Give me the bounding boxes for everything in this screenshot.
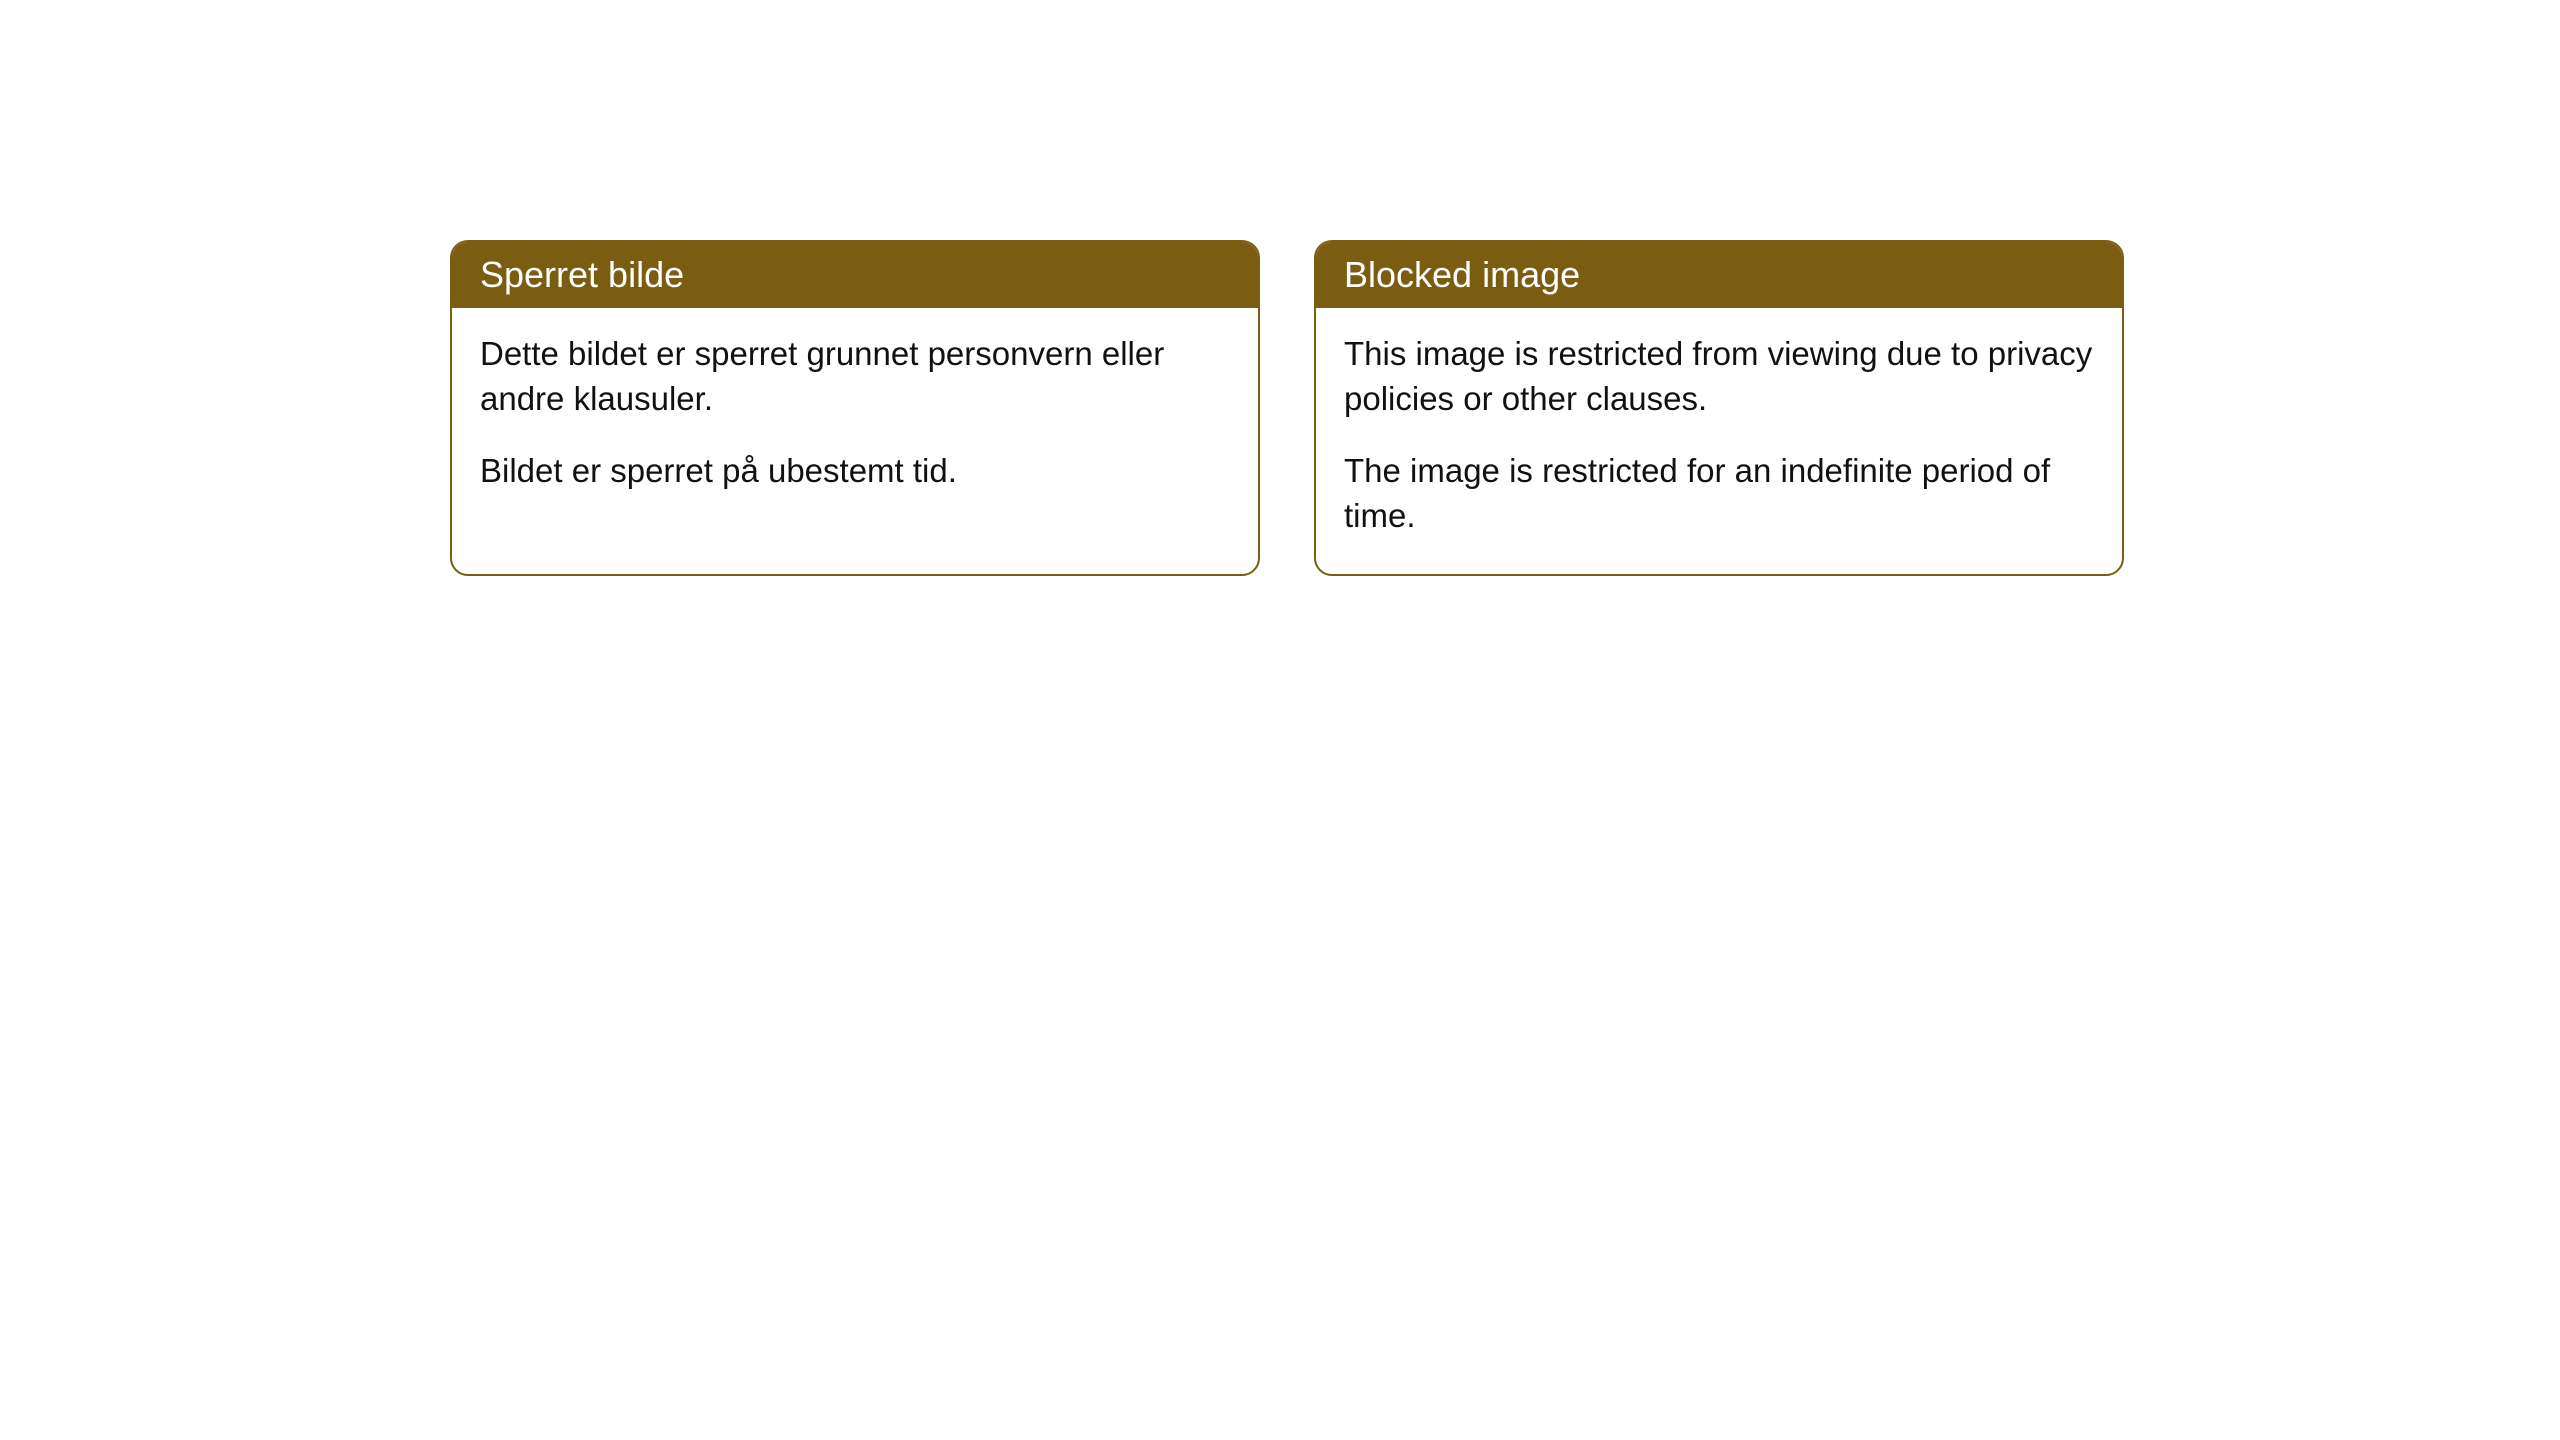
card-body-english: This image is restricted from viewing du…: [1316, 308, 2122, 574]
card-header-norwegian: Sperret bilde: [452, 242, 1258, 308]
card-paragraph-1: Dette bildet er sperret grunnet personve…: [480, 332, 1230, 421]
cards-container: Sperret bilde Dette bildet er sperret gr…: [450, 240, 2124, 576]
card-paragraph-2: Bildet er sperret på ubestemt tid.: [480, 449, 1230, 494]
card-body-norwegian: Dette bildet er sperret grunnet personve…: [452, 308, 1258, 530]
card-header-english: Blocked image: [1316, 242, 2122, 308]
card-english: Blocked image This image is restricted f…: [1314, 240, 2124, 576]
card-paragraph-1: This image is restricted from viewing du…: [1344, 332, 2094, 421]
card-paragraph-2: The image is restricted for an indefinit…: [1344, 449, 2094, 538]
card-norwegian: Sperret bilde Dette bildet er sperret gr…: [450, 240, 1260, 576]
